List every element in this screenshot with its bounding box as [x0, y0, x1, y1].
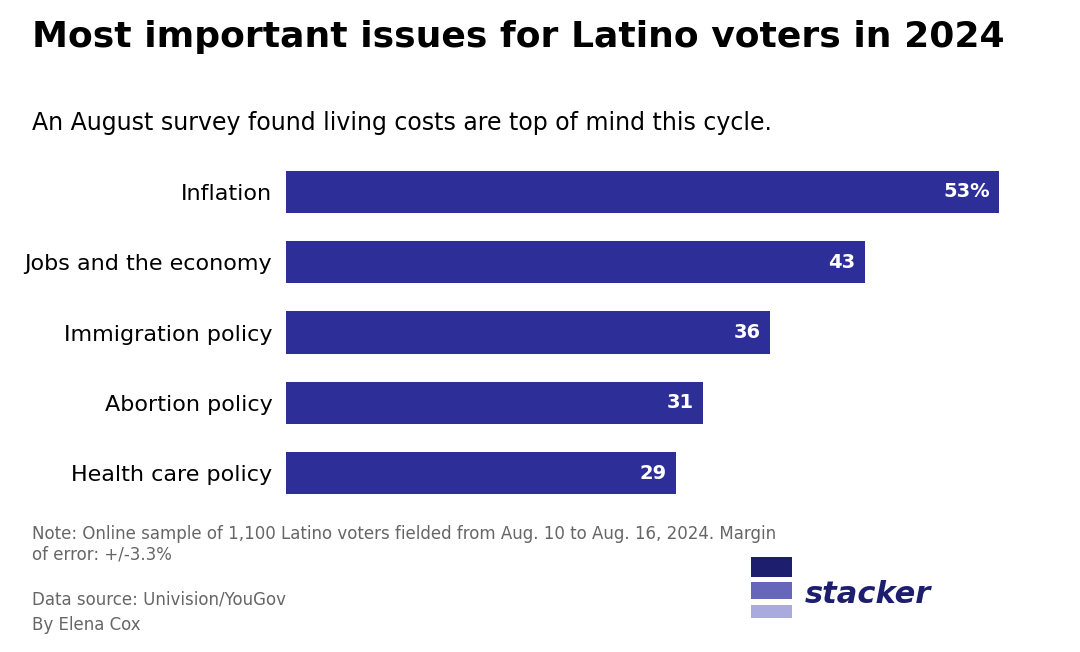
Text: By Elena Cox: By Elena Cox — [32, 616, 141, 634]
Text: 53%: 53% — [943, 182, 989, 201]
Text: An August survey found living costs are top of mind this cycle.: An August survey found living costs are … — [32, 111, 772, 135]
Bar — [286, 171, 999, 213]
Text: 31: 31 — [666, 393, 693, 413]
Text: Data source: Univision/YouGov: Data source: Univision/YouGov — [32, 590, 286, 608]
Bar — [286, 312, 770, 353]
Text: 36: 36 — [734, 323, 761, 342]
Bar — [286, 241, 865, 283]
Bar — [286, 452, 676, 494]
Text: Most important issues for Latino voters in 2024: Most important issues for Latino voters … — [32, 20, 1005, 53]
Text: 43: 43 — [828, 252, 855, 272]
Text: 29: 29 — [639, 464, 667, 483]
Bar — [286, 382, 703, 424]
Text: Note: Online sample of 1,100 Latino voters fielded from Aug. 10 to Aug. 16, 2024: Note: Online sample of 1,100 Latino vote… — [32, 525, 777, 564]
Text: stacker: stacker — [805, 580, 931, 609]
